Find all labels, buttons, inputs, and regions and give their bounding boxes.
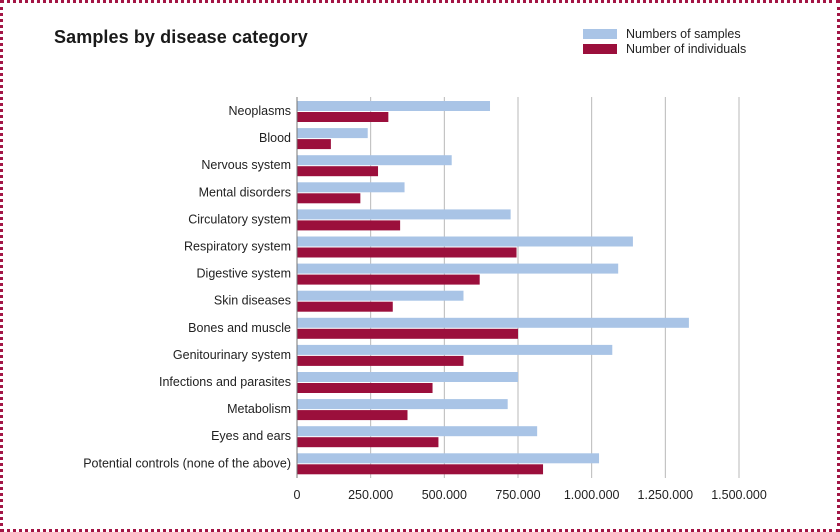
category-label: Genitourinary system <box>173 348 291 362</box>
bar-samples <box>297 263 619 274</box>
bar-individuals <box>297 247 517 258</box>
bar-individuals <box>297 383 433 393</box>
category-label: Neoplasms <box>228 104 291 118</box>
category-label: Mental disorders <box>199 185 291 199</box>
bar-samples <box>297 372 518 382</box>
bar-samples <box>297 426 538 437</box>
x-tick-label: 750.000 <box>495 488 540 502</box>
category-label: Digestive system <box>197 267 291 281</box>
bar-individuals <box>297 437 439 448</box>
category-label: Respiratory system <box>184 240 291 254</box>
bar-individuals <box>297 166 379 177</box>
x-tick-label: 500.000 <box>422 488 467 502</box>
category-label: Circulatory system <box>188 212 291 226</box>
bar-samples <box>297 128 368 139</box>
x-tick-label: 1.000.000 <box>564 488 620 502</box>
bar-samples <box>297 101 491 111</box>
x-tick-label: 1.500.000 <box>711 488 767 502</box>
bar-individuals <box>297 139 331 150</box>
bar-samples <box>297 317 689 328</box>
bar-samples <box>297 209 511 220</box>
category-label: Bones and muscle <box>188 321 291 335</box>
bar-individuals <box>297 220 401 231</box>
legend-label-individuals: Number of individuals <box>626 41 747 56</box>
bar-samples <box>297 290 464 301</box>
category-label: Eyes and ears <box>211 429 291 443</box>
bar-individuals <box>297 274 480 285</box>
category-label: Metabolism <box>227 402 291 416</box>
chart-title: Samples by disease category <box>54 27 308 47</box>
category-label: Skin diseases <box>214 294 291 308</box>
x-tick-label: 1.250.000 <box>638 488 694 502</box>
bar-samples <box>297 182 405 193</box>
x-tick-label: 0 <box>294 488 301 502</box>
bar-samples <box>297 155 452 166</box>
category-label: Nervous system <box>201 158 291 172</box>
bar-individuals <box>297 301 393 312</box>
bar-individuals <box>297 328 518 339</box>
bar-samples <box>297 236 633 247</box>
legend-item-individuals: Number of individuals <box>583 41 746 56</box>
category-label: Blood <box>259 131 291 145</box>
bar-individuals <box>297 410 408 421</box>
bar-samples <box>297 453 600 464</box>
bar-individuals <box>297 112 389 122</box>
x-tick-label: 250.000 <box>348 488 393 502</box>
legend-swatch-individuals <box>583 43 617 54</box>
bar-individuals <box>297 355 464 366</box>
legend-label-samples: Numbers of samples <box>626 26 741 41</box>
legend-swatch-samples <box>583 28 617 39</box>
bar-individuals <box>297 464 544 475</box>
legend: Numbers of samples Number of individuals <box>583 26 746 56</box>
bar-individuals <box>297 193 361 204</box>
category-label: Potential controls (none of the above) <box>83 456 291 470</box>
legend-item-samples: Numbers of samples <box>583 26 746 41</box>
bar-samples <box>297 344 613 355</box>
bar-samples <box>297 399 508 410</box>
category-label: Infections and parasites <box>159 375 291 389</box>
